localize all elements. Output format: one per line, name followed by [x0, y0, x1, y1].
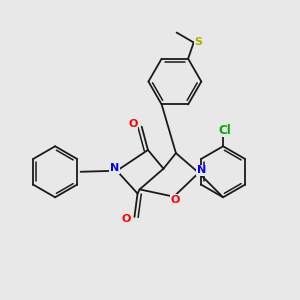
Text: N: N: [196, 165, 206, 175]
Text: Cl: Cl: [218, 124, 231, 136]
Text: O: O: [171, 195, 180, 205]
Text: O: O: [128, 119, 138, 129]
Text: S: S: [195, 37, 203, 47]
Text: N: N: [110, 163, 119, 173]
Text: O: O: [121, 214, 130, 224]
